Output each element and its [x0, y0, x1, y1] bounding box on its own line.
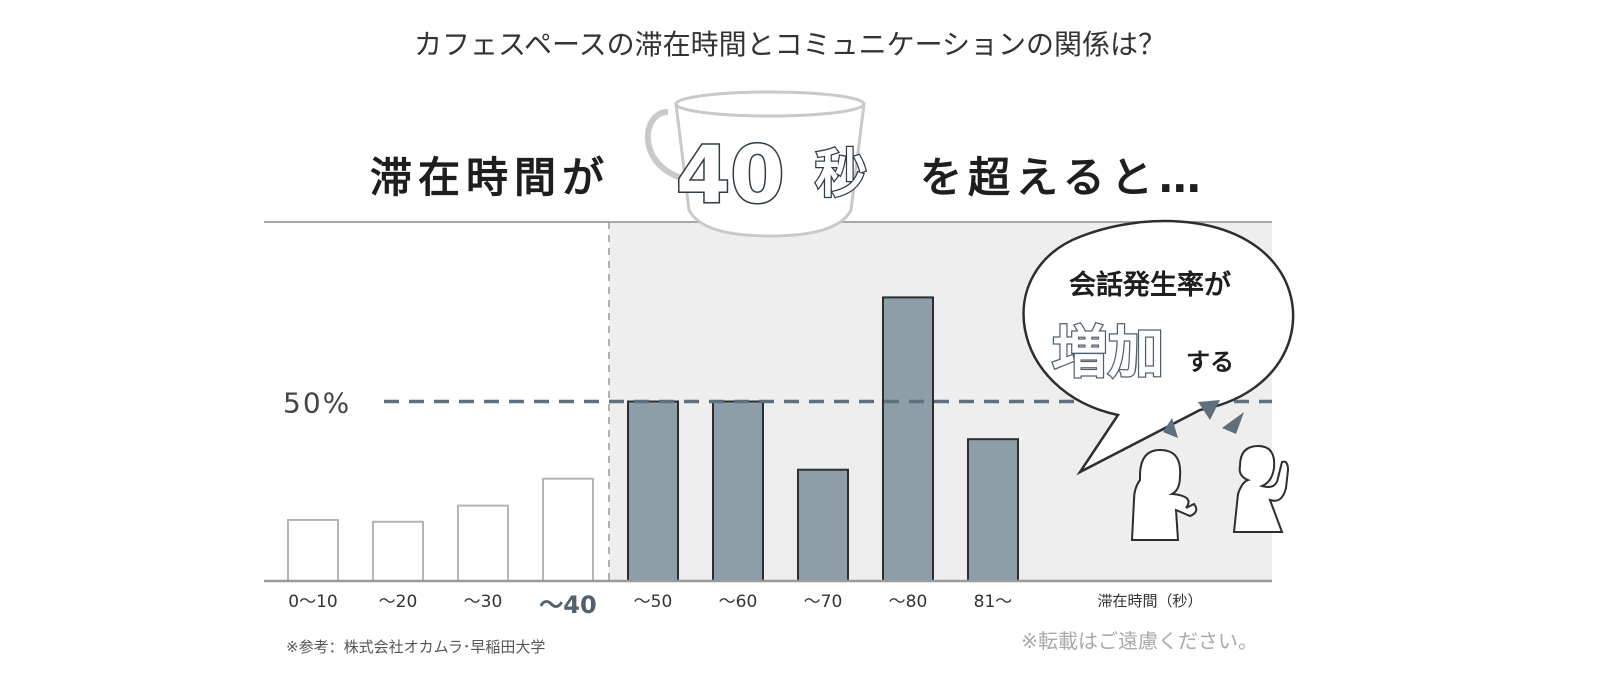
- category-labels: 0～10 ～20 ～30 ～40 ～50 ～60 ～70 ～80 81～: [288, 591, 1012, 619]
- bars: [287, 296, 1019, 583]
- coffee-cup-icon: [644, 90, 866, 238]
- bubble-tail: する: [1186, 348, 1234, 376]
- bar-4: [627, 400, 679, 582]
- bar-3: [542, 477, 594, 582]
- bar-8: [967, 438, 1019, 582]
- category-label-8: 81～: [974, 592, 1013, 612]
- headline-unit: 秒: [815, 145, 873, 205]
- category-label-6: ～70: [804, 592, 843, 612]
- bubble-line1: 会話発生率が: [1069, 269, 1231, 301]
- bar-7: [882, 296, 934, 582]
- footnote-copyright: ※転載はご遠慮ください。: [1021, 629, 1258, 653]
- speech-bubble: 会話発生率が 増加 する: [1022, 219, 1295, 476]
- page-title: カフェスペースの滞在時間とコミュニケーションの関係は？: [414, 28, 1166, 61]
- headline-suffix: を超えると…: [920, 153, 1207, 202]
- bar-0: [287, 518, 339, 582]
- headline-prefix: 滞在時間が: [370, 153, 610, 202]
- headline-number: 40: [676, 131, 785, 221]
- x-axis-label: 滞在時間（秒）: [1097, 592, 1202, 610]
- bar-5: [712, 400, 764, 582]
- category-label-3: ～40: [539, 591, 596, 619]
- category-label-4: ～50: [634, 592, 673, 612]
- reference-line-label: 50%: [283, 387, 351, 420]
- bar-6: [797, 468, 849, 582]
- bar-2: [457, 504, 509, 582]
- footnote-source: ※参考：株式会社オカムラ･早稲田大学: [286, 638, 545, 656]
- bar-1: [372, 520, 424, 583]
- category-label-5: ～60: [719, 592, 758, 612]
- category-label-0: 0～10: [288, 592, 337, 612]
- people-talking-icon: [1130, 400, 1290, 541]
- bubble-emphasis: 増加: [1052, 321, 1164, 386]
- category-label-1: ～20: [379, 592, 418, 612]
- category-label-2: ～30: [464, 592, 503, 612]
- category-label-7: ～80: [889, 592, 928, 612]
